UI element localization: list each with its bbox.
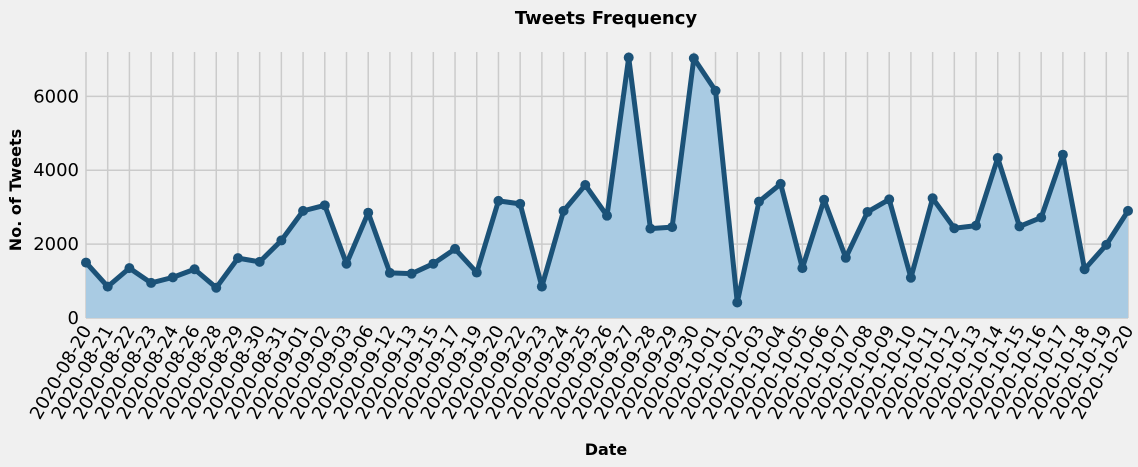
data-point xyxy=(732,297,743,308)
data-point xyxy=(710,85,721,96)
data-point xyxy=(840,252,851,263)
data-point xyxy=(862,206,873,217)
data-point xyxy=(775,178,786,189)
data-points xyxy=(81,52,1133,308)
data-point xyxy=(428,258,439,269)
data-point xyxy=(298,205,309,216)
data-point xyxy=(319,200,330,211)
data-point xyxy=(645,223,656,234)
area-layer xyxy=(86,57,1128,319)
data-point xyxy=(753,196,764,207)
data-point xyxy=(992,153,1003,164)
data-point xyxy=(1079,264,1090,275)
data-point xyxy=(667,222,678,233)
data-point xyxy=(1057,149,1068,160)
data-point xyxy=(102,281,113,292)
y-tick-label: 6000 xyxy=(33,86,79,107)
data-point xyxy=(384,267,395,278)
data-point xyxy=(971,220,982,231)
data-point xyxy=(558,205,569,216)
data-point xyxy=(1014,221,1025,232)
x-axis-ticks: 2020-08-202020-08-212020-08-222020-08-23… xyxy=(26,322,1138,423)
data-point xyxy=(580,180,591,190)
data-point xyxy=(276,235,287,246)
data-point xyxy=(688,53,699,64)
data-point xyxy=(536,281,547,292)
y-tick-label: 4000 xyxy=(33,160,79,181)
data-point xyxy=(1036,212,1047,223)
y-tick-label: 2000 xyxy=(33,234,79,255)
y-axis-label: No. of Tweets xyxy=(6,129,25,251)
data-point xyxy=(493,195,504,206)
y-axis-ticks: 0 2000 4000 6000 xyxy=(33,86,79,329)
data-point xyxy=(211,282,222,293)
y-tick-label: 0 xyxy=(68,308,79,329)
data-point xyxy=(81,257,91,268)
data-point xyxy=(254,256,265,267)
data-point xyxy=(341,258,352,269)
data-point xyxy=(927,193,938,204)
data-point xyxy=(602,210,612,221)
data-point xyxy=(623,52,634,63)
data-point xyxy=(1101,239,1112,250)
data-point xyxy=(189,264,200,275)
data-point xyxy=(471,267,482,278)
data-point xyxy=(406,268,417,279)
data-point xyxy=(949,223,960,234)
data-point xyxy=(363,207,374,218)
data-point xyxy=(232,253,243,264)
data-point xyxy=(884,194,895,205)
data-point xyxy=(515,198,526,209)
data-point xyxy=(146,277,157,288)
data-point xyxy=(1123,205,1133,216)
data-point xyxy=(819,194,830,205)
data-point xyxy=(124,263,135,274)
area-fill xyxy=(86,57,1128,319)
data-point xyxy=(167,272,178,283)
data-point xyxy=(905,272,916,283)
x-axis-label: Date xyxy=(585,440,628,459)
chart-title: Tweets Frequency xyxy=(515,8,698,29)
data-point xyxy=(797,263,808,274)
data-point xyxy=(450,243,461,254)
